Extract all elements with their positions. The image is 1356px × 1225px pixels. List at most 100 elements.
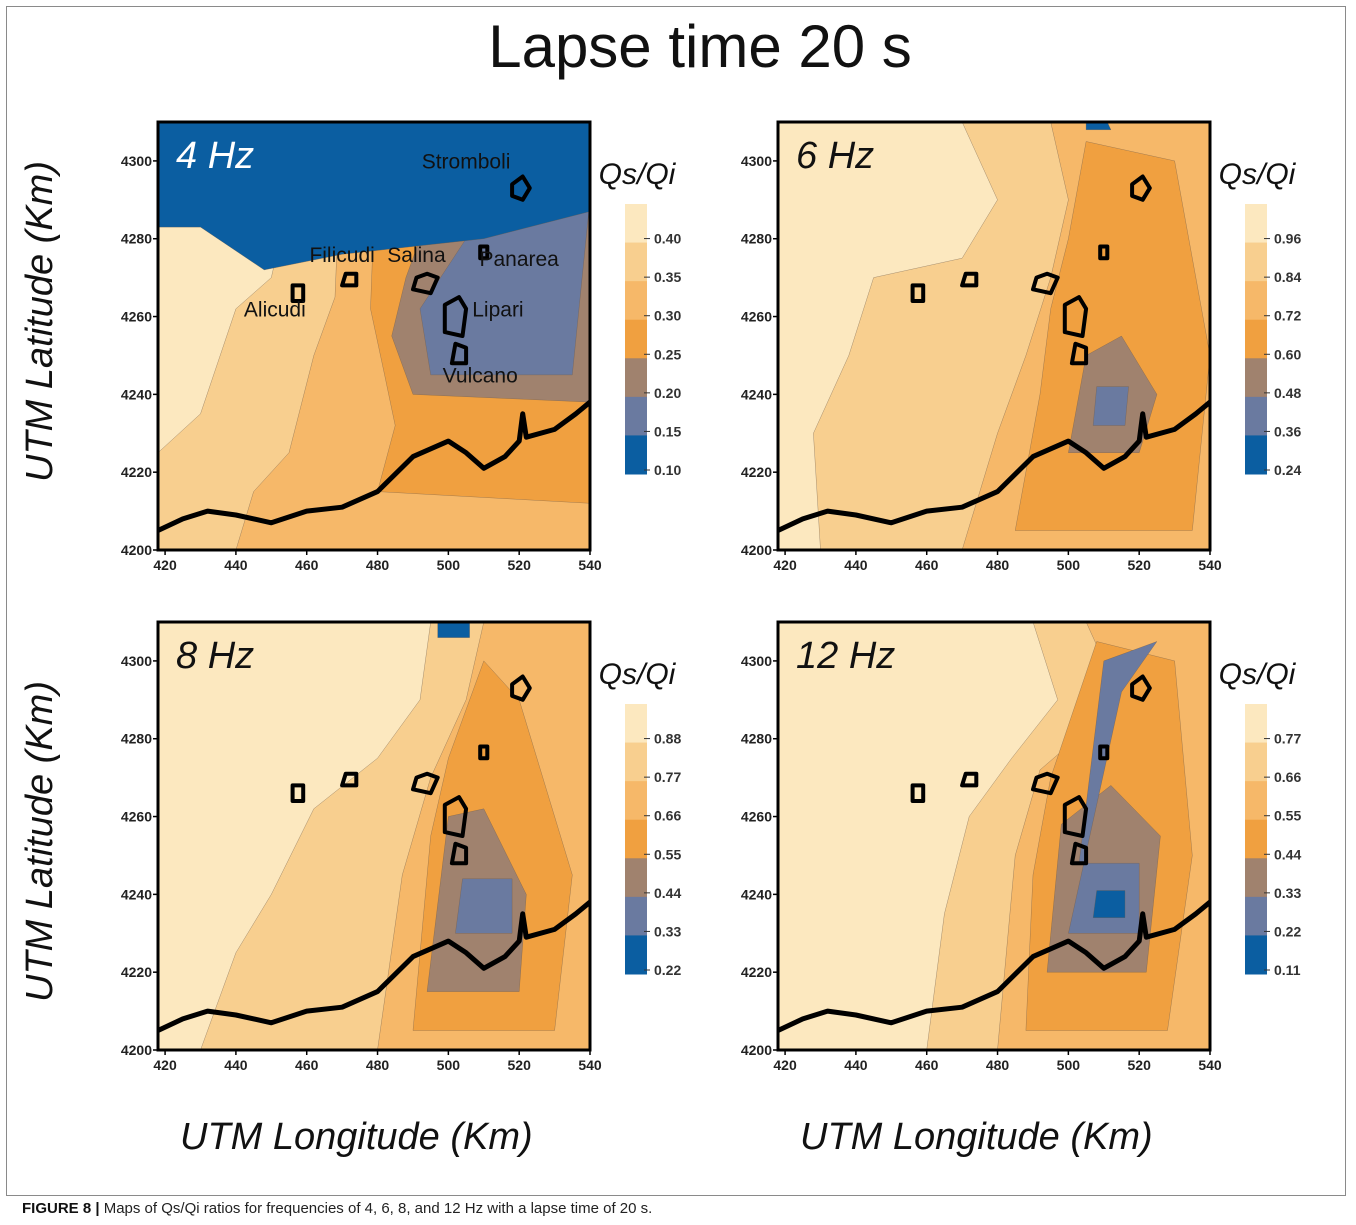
colorbar-segment bbox=[1245, 281, 1267, 321]
colorbar-segment bbox=[625, 935, 647, 975]
colorbar-segment bbox=[625, 358, 647, 398]
y-tick-label: 4280 bbox=[741, 731, 772, 747]
x-tick-label: 440 bbox=[844, 557, 868, 573]
x-tick-label: 480 bbox=[986, 1057, 1010, 1073]
colorbar-tick-label: 0.44 bbox=[654, 885, 681, 901]
colorbar-segment bbox=[1245, 858, 1267, 898]
island-outline bbox=[411, 271, 440, 296]
caption-label: FIGURE 8 | bbox=[22, 1200, 100, 1217]
colorbar-tick-label: 0.24 bbox=[1274, 462, 1301, 478]
island-outline bbox=[340, 271, 359, 288]
colorbar-segment bbox=[1245, 242, 1267, 282]
island-outline bbox=[1098, 244, 1110, 261]
island-label: Lipari bbox=[472, 299, 523, 322]
colorbar-tick-label: 0.30 bbox=[654, 308, 681, 324]
colorbar-segment bbox=[1245, 204, 1267, 244]
x-tick-label: 420 bbox=[773, 1057, 797, 1073]
y-tick-label: 4220 bbox=[741, 964, 772, 980]
colorbar-tick-label: 0.36 bbox=[1274, 423, 1301, 439]
colorbar-tick-label: 0.22 bbox=[654, 962, 681, 978]
island-outline bbox=[1062, 795, 1089, 838]
colorbar-tick-label: 0.55 bbox=[654, 846, 681, 862]
x-tick-label: 460 bbox=[915, 1057, 939, 1073]
colorbar-segment bbox=[1245, 396, 1267, 436]
y-axis-label-bottom: UTM Latitude (Km) bbox=[18, 681, 61, 1002]
colorbar-tick-label: 0.55 bbox=[1274, 808, 1301, 824]
island-outline bbox=[1130, 174, 1152, 202]
contour-region bbox=[437, 622, 470, 638]
colorbar-tick-label: 0.35 bbox=[654, 269, 681, 285]
y-tick-label: 4280 bbox=[121, 731, 152, 747]
coastline bbox=[778, 900, 1210, 1033]
island-outline bbox=[510, 174, 532, 202]
y-tick-label: 4240 bbox=[121, 886, 152, 902]
x-tick-label: 500 bbox=[1057, 557, 1081, 573]
island-outline bbox=[910, 283, 926, 303]
island-label: Panarea bbox=[479, 248, 559, 271]
y-tick-label: 4260 bbox=[121, 809, 152, 825]
island-outline bbox=[510, 674, 532, 702]
contour-region bbox=[1092, 890, 1126, 918]
island-outline bbox=[442, 795, 469, 838]
colorbar-tick-label: 0.33 bbox=[654, 923, 681, 939]
x-tick-label: 520 bbox=[508, 557, 532, 573]
contour-region bbox=[158, 122, 590, 271]
y-tick-label: 4200 bbox=[121, 1042, 152, 1058]
panel-frequency-label: 4 Hz bbox=[176, 135, 254, 177]
y-tick-label: 4280 bbox=[741, 231, 772, 247]
panel-8hz: 420 440 460 480 500 520 540 4300 4280 4260 4240 422… bbox=[121, 620, 681, 1073]
island-outline bbox=[449, 341, 469, 366]
colorbar-segment bbox=[1245, 896, 1267, 936]
island-outline bbox=[960, 271, 979, 288]
colorbar-segment bbox=[625, 896, 647, 936]
island-outline bbox=[1130, 674, 1152, 702]
island-outline bbox=[1062, 295, 1089, 338]
island-outline bbox=[290, 283, 306, 303]
colorbar-tick-label: 0.77 bbox=[654, 769, 681, 785]
colorbar-tick-label: 0.48 bbox=[1274, 385, 1301, 401]
island-outline bbox=[290, 783, 306, 803]
x-tick-label: 440 bbox=[224, 557, 248, 573]
colorbar-segment bbox=[1245, 435, 1267, 475]
colorbar-tick-label: 0.15 bbox=[654, 423, 681, 439]
colorbar-segment bbox=[625, 242, 647, 282]
colorbar-segment bbox=[1245, 781, 1267, 821]
y-tick-label: 4260 bbox=[741, 809, 772, 825]
x-tick-label: 500 bbox=[437, 1057, 461, 1073]
x-tick-label: 540 bbox=[1198, 557, 1222, 573]
y-tick-label: 4240 bbox=[741, 386, 772, 402]
figure-caption: FIGURE 8 | Maps of Qs/Qi ratios for freq… bbox=[22, 1200, 652, 1217]
x-tick-label: 420 bbox=[153, 557, 177, 573]
y-axis-label-top: UTM Latitude (Km) bbox=[18, 161, 61, 482]
x-tick-label: 520 bbox=[1128, 557, 1152, 573]
colorbar-tick-label: 0.25 bbox=[654, 346, 681, 362]
colorbar-tick-label: 0.60 bbox=[1274, 346, 1301, 362]
y-tick-label: 4220 bbox=[121, 464, 152, 480]
x-tick-label: 500 bbox=[1057, 1057, 1081, 1073]
colorbar-tick-label: 0.20 bbox=[654, 385, 681, 401]
colorbar-segment bbox=[625, 281, 647, 321]
y-tick-label: 4200 bbox=[741, 542, 772, 558]
colorbar-segment bbox=[625, 204, 647, 244]
colorbar-tick-label: 0.44 bbox=[1274, 846, 1301, 862]
island-outline bbox=[1031, 771, 1060, 796]
colorbar-tick-label: 0.66 bbox=[654, 808, 681, 824]
x-tick-label: 480 bbox=[366, 1057, 390, 1073]
y-tick-label: 4280 bbox=[121, 231, 152, 247]
x-tick-label: 460 bbox=[915, 557, 939, 573]
y-tick-label: 4260 bbox=[121, 309, 152, 325]
island-label: Filicudi bbox=[309, 244, 374, 267]
colorbar-tick-label: 0.84 bbox=[1274, 269, 1301, 285]
island-outline bbox=[1069, 341, 1089, 366]
x-tick-label: 460 bbox=[295, 1057, 319, 1073]
panel-12hz: 420 440 460 480 500 520 540 4300 4280 4260 4240 422… bbox=[741, 620, 1301, 1073]
island-outline bbox=[449, 841, 469, 866]
x-tick-label: 440 bbox=[224, 1057, 248, 1073]
x-axis-label-right: UTM Longitude (Km) bbox=[800, 1116, 1153, 1158]
contour-field bbox=[158, 122, 590, 550]
colorbar-tick-label: 0.66 bbox=[1274, 769, 1301, 785]
plot-frame bbox=[776, 120, 1212, 552]
island-outline bbox=[1069, 841, 1089, 866]
plot-frame bbox=[776, 620, 1212, 1052]
colorbar-tick-label: 0.10 bbox=[654, 462, 681, 478]
